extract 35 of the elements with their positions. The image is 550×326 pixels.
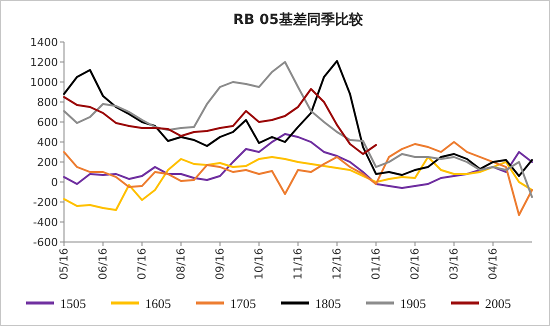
x-tick-label: 05/16 (58, 248, 70, 280)
x-tick-label: 07/16 (136, 248, 148, 280)
x-tick-label: 08/16 (174, 248, 188, 280)
legend-label: 1805 (315, 296, 341, 311)
line-series (63, 88, 377, 155)
y-tick-label: 1000 (30, 76, 58, 89)
y-tick-label: -200 (33, 196, 58, 209)
x-tick-label: 10/16 (252, 248, 266, 280)
x-tick-label: 01/16 (370, 248, 382, 280)
y-tick-label: 1200 (30, 56, 58, 69)
y-tick-label: -600 (33, 236, 58, 249)
y-tick-label: 600 (37, 116, 58, 129)
x-tick-label: 02/16 (408, 248, 422, 280)
y-tick-label: -400 (33, 216, 58, 229)
legend-label: 1505 (60, 296, 86, 311)
legend-label: 1905 (400, 296, 426, 311)
legend-label: 1605 (145, 296, 171, 311)
line-series (63, 156, 533, 211)
x-tick-label: 09/16 (214, 248, 226, 280)
y-tick-label: 400 (37, 136, 58, 149)
chart-title: RB 05基差同季比较 (233, 11, 364, 28)
x-tick-label: 12/16 (330, 248, 344, 280)
legend-label: 1705 (230, 296, 256, 311)
y-tick-label: 1400 (30, 36, 58, 49)
line-series (63, 133, 533, 189)
x-tick-label: 11/16 (292, 248, 304, 280)
legend-label: 2005 (485, 296, 511, 311)
line-series (63, 141, 533, 216)
y-tick-label: 800 (37, 96, 58, 109)
y-tick-label: 0 (51, 176, 58, 189)
y-tick-label: 200 (37, 156, 58, 169)
x-tick-label: 03/16 (448, 248, 460, 280)
x-tick-label: 04/16 (486, 248, 500, 280)
x-tick-label: 06/16 (96, 248, 110, 280)
line-series (63, 60, 533, 177)
